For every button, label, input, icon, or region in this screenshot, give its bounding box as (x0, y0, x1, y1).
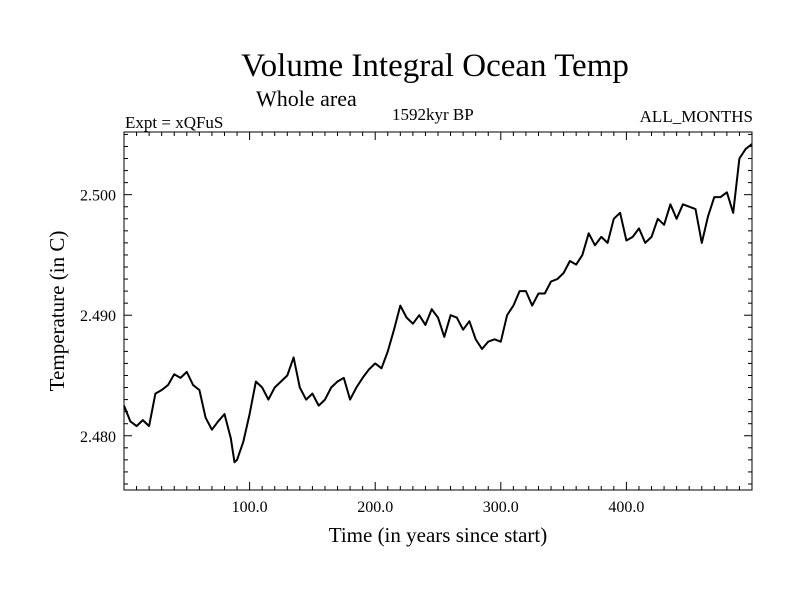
x-tick-label: 100.0 (232, 499, 268, 516)
experiment-label: Expt = xQFuS (125, 113, 224, 132)
x-tick-label: 200.0 (357, 499, 393, 516)
axis-ticks (124, 132, 752, 490)
chart-subtitle: Whole area (256, 86, 357, 111)
y-tick-label: 2.500 (80, 188, 116, 205)
x-axis-label: Time (in years since start) (329, 523, 548, 547)
x-tick-label: 300.0 (483, 499, 519, 516)
plot-frame (123, 131, 753, 491)
y-tick-label: 2.480 (80, 429, 116, 446)
x-tick-label: 400.0 (608, 499, 644, 516)
data-series-line (123, 143, 753, 464)
time-period-label: 1592kyr BP (392, 105, 474, 124)
y-axis-label: Temperature (in C) (45, 231, 69, 392)
axis-tick-labels: 100.0 200.0 300.0 400.0 2.480 2.490 2.500 (80, 188, 644, 516)
y-tick-label: 2.490 (80, 308, 116, 325)
chart-title: Volume Integral Ocean Temp (241, 48, 629, 84)
months-label: ALL_MONTHS (639, 107, 753, 126)
